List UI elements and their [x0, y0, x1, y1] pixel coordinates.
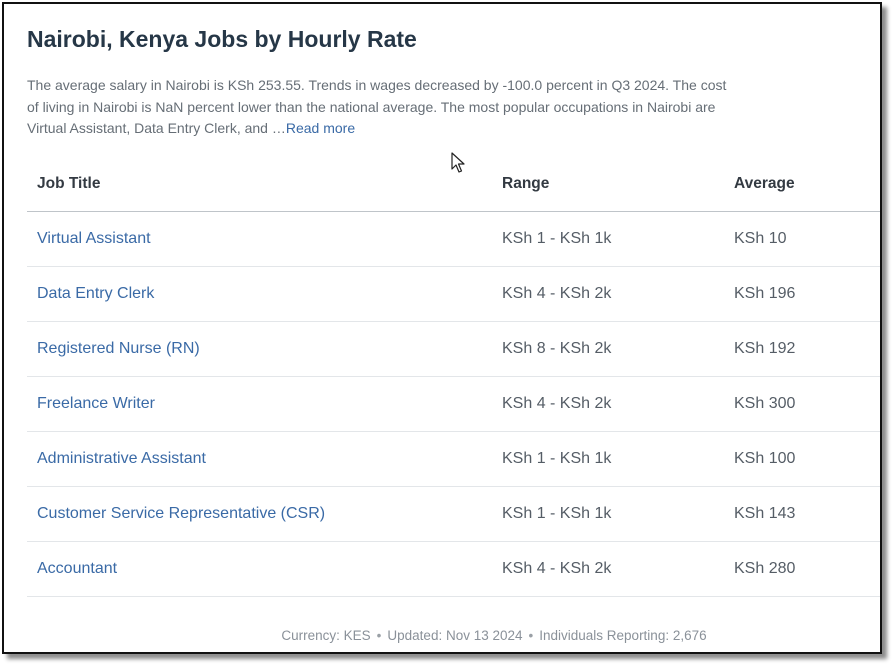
range-cell: KSh 1 - KSh 1k — [492, 211, 724, 267]
range-cell: KSh 1 - KSh 1k — [492, 431, 724, 487]
page-title: Nairobi, Kenya Jobs by Hourly Rate — [27, 26, 417, 52]
separator-dot: • — [376, 628, 382, 643]
job-title-link[interactable]: Administrative Assistant — [37, 450, 206, 467]
salary-description: The average salary in Nairobi is KSh 253… — [27, 75, 737, 140]
job-title-link[interactable]: Customer Service Representative (CSR) — [37, 505, 326, 522]
read-more-link[interactable]: Read more — [285, 120, 356, 136]
currency-label: Currency: KES — [281, 628, 371, 643]
job-title-cell: Customer Service Representative (CSR) — [27, 486, 492, 542]
column-header-average: Average — [724, 157, 880, 212]
job-title-link[interactable]: Registered Nurse (RN) — [37, 340, 200, 357]
table-row: Data Entry Clerk KSh 4 - KSh 2k KSh 196 — [27, 266, 880, 322]
jobs-table: Job Title Range Average Virtual Assistan… — [27, 157, 880, 597]
range-cell: KSh 8 - KSh 2k — [492, 321, 724, 377]
range-cell: KSh 4 - KSh 2k — [492, 266, 724, 322]
table-row: Registered Nurse (RN) KSh 8 - KSh 2k KSh… — [27, 321, 880, 377]
job-title-cell: Accountant — [27, 541, 492, 597]
average-cell: KSh 10 — [724, 211, 880, 267]
range-cell: KSh 4 - KSh 2k — [492, 376, 724, 432]
reporting-count-label: Individuals Reporting: 2,676 — [539, 628, 707, 643]
salary-widget: Nairobi, Kenya Jobs by Hourly Rate The a… — [2, 2, 882, 654]
column-header-range: Range — [492, 157, 724, 212]
updated-label: Updated: Nov 13 2024 — [387, 628, 523, 643]
job-title-cell: Registered Nurse (RN) — [27, 321, 492, 377]
average-cell: KSh 196 — [724, 266, 880, 322]
average-cell: KSh 192 — [724, 321, 880, 377]
job-title-cell: Freelance Writer — [27, 376, 492, 432]
column-header-job-title: Job Title — [27, 157, 492, 212]
job-title-cell: Data Entry Clerk — [27, 266, 492, 322]
table-header-row: Job Title Range Average — [27, 157, 880, 212]
table-row: Customer Service Representative (CSR) KS… — [27, 486, 880, 542]
table-row: Accountant KSh 4 - KSh 2k KSh 280 — [27, 541, 880, 597]
job-title-link[interactable]: Accountant — [37, 560, 118, 577]
table-row: Virtual Assistant KSh 1 - KSh 1k KSh 10 — [27, 211, 880, 267]
job-title-link[interactable]: Data Entry Clerk — [37, 285, 155, 302]
average-cell: KSh 100 — [724, 431, 880, 487]
average-cell: KSh 280 — [724, 541, 880, 597]
job-title-link[interactable]: Freelance Writer — [37, 395, 155, 412]
average-cell: KSh 300 — [724, 376, 880, 432]
separator-dot: • — [528, 628, 534, 643]
job-title-cell: Virtual Assistant — [27, 211, 492, 267]
average-cell: KSh 143 — [724, 486, 880, 542]
range-cell: KSh 1 - KSh 1k — [492, 486, 724, 542]
table-row: Freelance Writer KSh 4 - KSh 2k KSh 300 — [27, 376, 880, 432]
table-row: Administrative Assistant KSh 1 - KSh 1k … — [27, 431, 880, 487]
mouse-pointer-icon — [451, 152, 465, 173]
description-text: The average salary in Nairobi is KSh 253… — [27, 77, 727, 136]
job-title-link[interactable]: Virtual Assistant — [37, 230, 151, 247]
data-source-footer: Currency: KES • Updated: Nov 13 2024 • Indiv… — [4, 628, 880, 643]
range-cell: KSh 4 - KSh 2k — [492, 541, 724, 597]
job-title-cell: Administrative Assistant — [27, 431, 492, 487]
